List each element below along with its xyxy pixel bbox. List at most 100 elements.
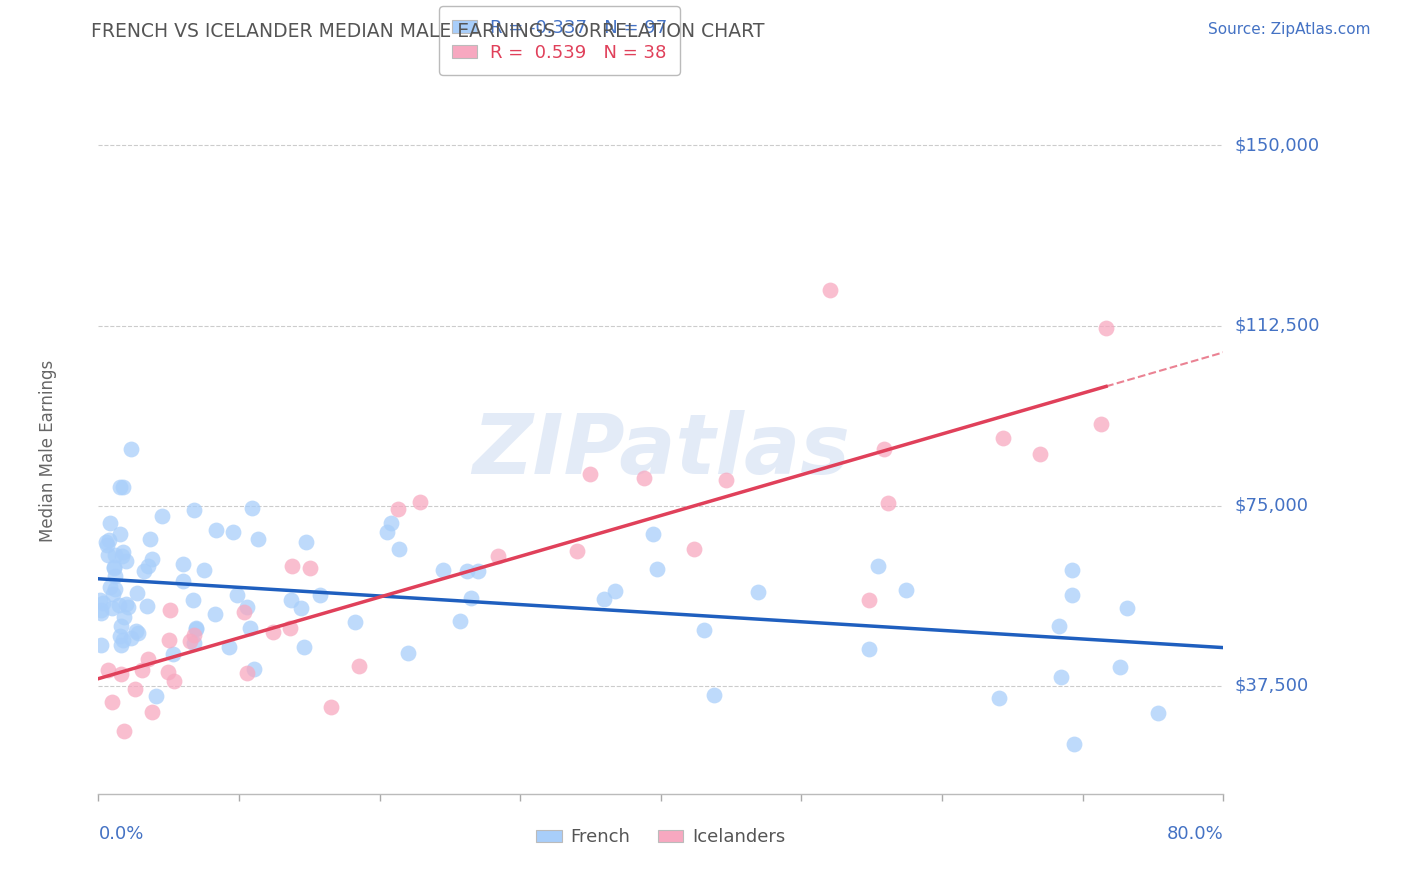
Point (131, 663, 153, 677)
Point (1109, 659, 1132, 673)
Point (858, 641, 880, 656)
Point (876, 496, 898, 510)
Point (162, 648, 184, 662)
Point (193, 563, 215, 577)
Point (145, 689, 167, 703)
Point (98, 580, 121, 594)
Point (108, 480, 131, 494)
Point (110, 667, 132, 681)
Text: $37,500: $37,500 (1234, 677, 1309, 695)
Text: 80.0%: 80.0% (1167, 825, 1223, 843)
Text: ZIPatlas: ZIPatlas (472, 410, 849, 491)
Point (136, 559, 159, 574)
Point (232, 605, 254, 619)
Point (90, 638, 112, 652)
Point (112, 724, 135, 739)
Point (96, 538, 118, 552)
Point (243, 662, 266, 676)
Point (111, 549, 134, 563)
Point (139, 532, 162, 546)
Point (98, 533, 121, 548)
Point (132, 564, 155, 578)
Point (157, 665, 180, 680)
Point (449, 615, 471, 629)
Point (633, 471, 655, 485)
Point (278, 621, 301, 635)
Text: Source: ZipAtlas.com: Source: ZipAtlas.com (1208, 22, 1371, 37)
Point (172, 558, 194, 572)
Point (108, 527, 131, 541)
Point (114, 597, 136, 611)
Point (240, 500, 263, 515)
Point (388, 541, 411, 556)
Point (204, 523, 226, 537)
Point (184, 621, 207, 635)
Point (183, 502, 205, 516)
Point (226, 588, 249, 602)
Point (110, 638, 132, 652)
Text: FRENCH VS ICELANDER MEDIAN MALE EARNINGS CORRELATION CHART: FRENCH VS ICELANDER MEDIAN MALE EARNINGS… (91, 22, 765, 41)
Point (136, 599, 159, 613)
Point (1063, 738, 1085, 752)
Point (120, 442, 142, 457)
Point (1050, 670, 1073, 684)
Point (467, 564, 489, 578)
Point (120, 631, 142, 645)
Point (747, 585, 769, 599)
Point (387, 502, 409, 516)
Point (238, 621, 260, 635)
Point (159, 603, 181, 617)
Point (456, 565, 478, 579)
Point (236, 665, 259, 680)
Point (987, 690, 1010, 705)
Point (183, 627, 205, 641)
Text: 0.0%: 0.0% (98, 825, 143, 843)
Point (991, 431, 1014, 445)
Point (98, 516, 121, 530)
Point (125, 624, 148, 638)
Point (593, 592, 616, 607)
Point (298, 561, 321, 575)
Point (93, 596, 115, 610)
Point (127, 626, 149, 640)
Text: $75,000: $75,000 (1234, 497, 1309, 515)
Point (186, 622, 208, 636)
Point (380, 516, 402, 531)
Point (396, 646, 419, 660)
Point (280, 592, 302, 607)
Point (107, 598, 129, 612)
Point (460, 591, 482, 606)
Point (218, 640, 240, 655)
Point (714, 473, 737, 487)
Point (295, 535, 318, 549)
Point (1029, 446, 1052, 460)
Point (868, 559, 890, 574)
Point (290, 601, 312, 615)
Point (90, 603, 112, 617)
Point (172, 574, 194, 588)
Point (127, 585, 149, 599)
Point (565, 544, 588, 558)
Point (141, 552, 163, 566)
Point (645, 562, 668, 576)
Point (111, 545, 134, 559)
Text: Median Male Earnings: Median Male Earnings (39, 359, 56, 541)
Point (96, 534, 118, 549)
Point (579, 467, 602, 482)
Point (1116, 601, 1139, 615)
Point (100, 601, 122, 615)
Point (1060, 563, 1083, 577)
Point (643, 527, 665, 541)
Point (104, 568, 127, 582)
Point (347, 659, 370, 673)
Point (343, 615, 366, 630)
Point (97, 548, 120, 562)
Point (432, 563, 454, 577)
Point (163, 673, 186, 688)
Point (1062, 588, 1084, 602)
Point (104, 582, 127, 596)
Point (236, 600, 259, 615)
Point (247, 532, 270, 546)
Point (375, 524, 398, 539)
Point (181, 592, 204, 607)
